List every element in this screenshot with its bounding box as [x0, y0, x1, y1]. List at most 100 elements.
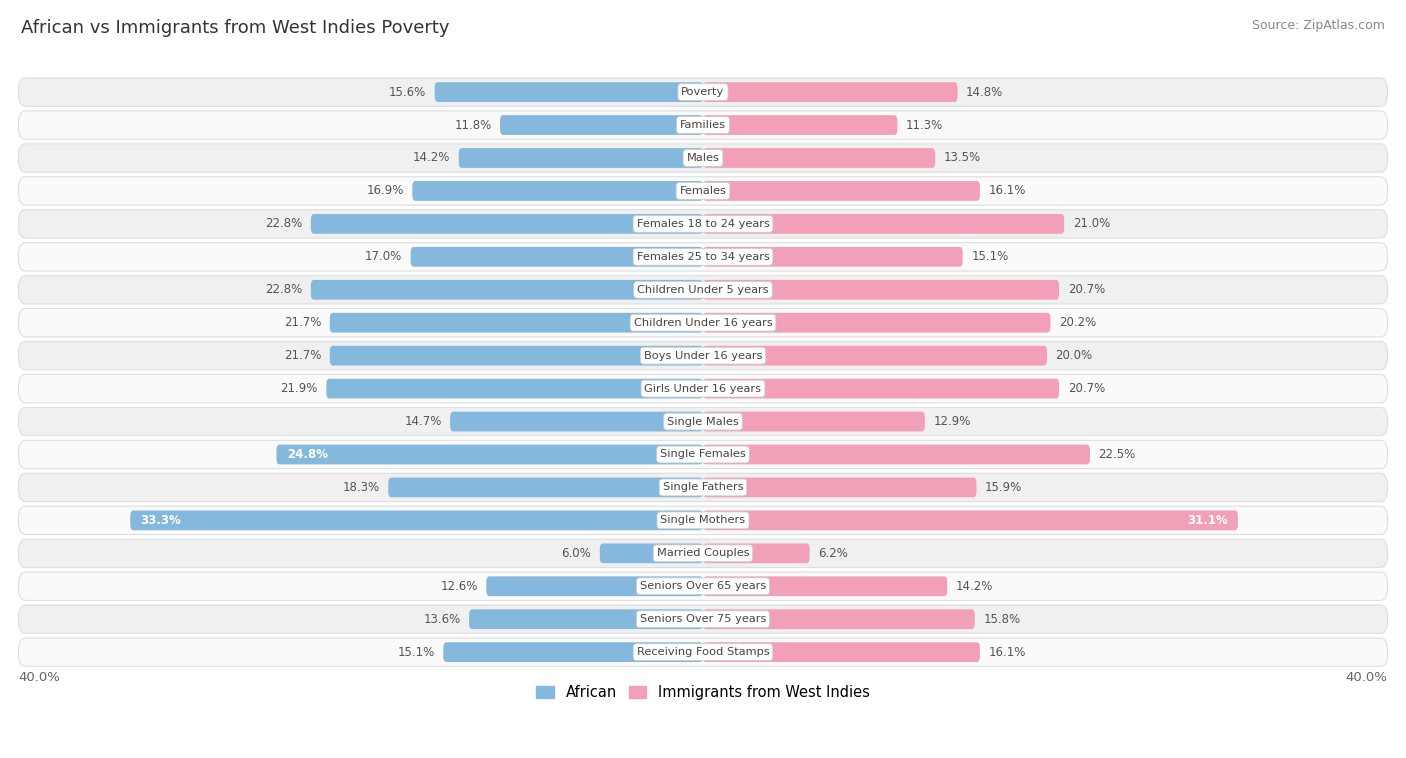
Text: 15.8%: 15.8% — [983, 612, 1021, 625]
Text: Girls Under 16 years: Girls Under 16 years — [644, 384, 762, 393]
Text: Seniors Over 75 years: Seniors Over 75 years — [640, 614, 766, 624]
Text: 6.0%: 6.0% — [561, 547, 591, 560]
Text: 18.3%: 18.3% — [343, 481, 380, 494]
Text: Single Mothers: Single Mothers — [661, 515, 745, 525]
Text: 16.1%: 16.1% — [988, 646, 1026, 659]
FancyBboxPatch shape — [703, 576, 948, 596]
Text: Females 18 to 24 years: Females 18 to 24 years — [637, 219, 769, 229]
FancyBboxPatch shape — [18, 276, 1388, 304]
Text: Poverty: Poverty — [682, 87, 724, 97]
Text: 14.2%: 14.2% — [956, 580, 993, 593]
FancyBboxPatch shape — [703, 115, 897, 135]
Text: Families: Families — [681, 120, 725, 130]
FancyBboxPatch shape — [458, 148, 703, 168]
FancyBboxPatch shape — [18, 342, 1388, 370]
FancyBboxPatch shape — [326, 379, 703, 399]
Text: 12.9%: 12.9% — [934, 415, 972, 428]
FancyBboxPatch shape — [600, 543, 703, 563]
FancyBboxPatch shape — [703, 313, 1050, 333]
FancyBboxPatch shape — [450, 412, 703, 431]
Text: Females 25 to 34 years: Females 25 to 34 years — [637, 252, 769, 262]
FancyBboxPatch shape — [388, 478, 703, 497]
Text: 16.9%: 16.9% — [367, 184, 404, 197]
Text: 40.0%: 40.0% — [18, 672, 60, 684]
FancyBboxPatch shape — [703, 642, 980, 662]
Text: 20.0%: 20.0% — [1056, 349, 1092, 362]
Text: 21.0%: 21.0% — [1073, 218, 1111, 230]
FancyBboxPatch shape — [703, 543, 810, 563]
Text: Source: ZipAtlas.com: Source: ZipAtlas.com — [1251, 19, 1385, 32]
Text: 21.9%: 21.9% — [280, 382, 318, 395]
Text: 15.9%: 15.9% — [986, 481, 1022, 494]
FancyBboxPatch shape — [412, 181, 703, 201]
FancyBboxPatch shape — [18, 78, 1388, 106]
Text: Single Males: Single Males — [666, 417, 740, 427]
Text: 13.6%: 13.6% — [423, 612, 461, 625]
Text: 12.6%: 12.6% — [440, 580, 478, 593]
FancyBboxPatch shape — [18, 111, 1388, 139]
Text: 20.7%: 20.7% — [1067, 283, 1105, 296]
Text: 21.7%: 21.7% — [284, 316, 321, 329]
FancyBboxPatch shape — [703, 280, 1059, 299]
FancyBboxPatch shape — [18, 539, 1388, 568]
Text: Married Couples: Married Couples — [657, 548, 749, 559]
FancyBboxPatch shape — [18, 309, 1388, 337]
Text: Children Under 5 years: Children Under 5 years — [637, 285, 769, 295]
Text: Seniors Over 65 years: Seniors Over 65 years — [640, 581, 766, 591]
Text: 15.1%: 15.1% — [398, 646, 434, 659]
Legend: African, Immigrants from West Indies: African, Immigrants from West Indies — [530, 679, 876, 706]
FancyBboxPatch shape — [311, 280, 703, 299]
FancyBboxPatch shape — [486, 576, 703, 596]
FancyBboxPatch shape — [18, 243, 1388, 271]
Text: 15.1%: 15.1% — [972, 250, 1008, 263]
FancyBboxPatch shape — [703, 181, 980, 201]
FancyBboxPatch shape — [131, 510, 703, 531]
Text: Single Females: Single Females — [661, 449, 745, 459]
Text: 21.7%: 21.7% — [284, 349, 321, 362]
Text: 20.2%: 20.2% — [1059, 316, 1097, 329]
Text: Females: Females — [679, 186, 727, 196]
Text: 22.8%: 22.8% — [264, 218, 302, 230]
FancyBboxPatch shape — [703, 346, 1047, 365]
FancyBboxPatch shape — [330, 313, 703, 333]
Text: 31.1%: 31.1% — [1187, 514, 1227, 527]
Text: Receiving Food Stamps: Receiving Food Stamps — [637, 647, 769, 657]
FancyBboxPatch shape — [18, 638, 1388, 666]
FancyBboxPatch shape — [18, 473, 1388, 502]
Text: 33.3%: 33.3% — [141, 514, 181, 527]
Text: 11.3%: 11.3% — [905, 118, 943, 132]
FancyBboxPatch shape — [703, 412, 925, 431]
FancyBboxPatch shape — [703, 148, 935, 168]
Text: 6.2%: 6.2% — [818, 547, 848, 560]
FancyBboxPatch shape — [411, 247, 703, 267]
FancyBboxPatch shape — [330, 346, 703, 365]
Text: 16.1%: 16.1% — [988, 184, 1026, 197]
Text: 24.8%: 24.8% — [287, 448, 328, 461]
FancyBboxPatch shape — [18, 374, 1388, 402]
FancyBboxPatch shape — [18, 440, 1388, 468]
Text: 20.7%: 20.7% — [1067, 382, 1105, 395]
FancyBboxPatch shape — [434, 82, 703, 102]
FancyBboxPatch shape — [703, 82, 957, 102]
FancyBboxPatch shape — [18, 605, 1388, 634]
FancyBboxPatch shape — [470, 609, 703, 629]
Text: 14.7%: 14.7% — [404, 415, 441, 428]
FancyBboxPatch shape — [703, 214, 1064, 233]
Text: 22.5%: 22.5% — [1098, 448, 1136, 461]
Text: African vs Immigrants from West Indies Poverty: African vs Immigrants from West Indies P… — [21, 19, 450, 37]
Text: 15.6%: 15.6% — [389, 86, 426, 99]
Text: 11.8%: 11.8% — [454, 118, 492, 132]
FancyBboxPatch shape — [18, 572, 1388, 600]
FancyBboxPatch shape — [311, 214, 703, 233]
Text: 14.2%: 14.2% — [413, 152, 450, 164]
FancyBboxPatch shape — [703, 379, 1059, 399]
Text: Children Under 16 years: Children Under 16 years — [634, 318, 772, 327]
FancyBboxPatch shape — [703, 247, 963, 267]
FancyBboxPatch shape — [443, 642, 703, 662]
FancyBboxPatch shape — [18, 210, 1388, 238]
FancyBboxPatch shape — [703, 510, 1237, 531]
Text: Boys Under 16 years: Boys Under 16 years — [644, 351, 762, 361]
FancyBboxPatch shape — [18, 177, 1388, 205]
Text: 14.8%: 14.8% — [966, 86, 1004, 99]
Text: 17.0%: 17.0% — [364, 250, 402, 263]
